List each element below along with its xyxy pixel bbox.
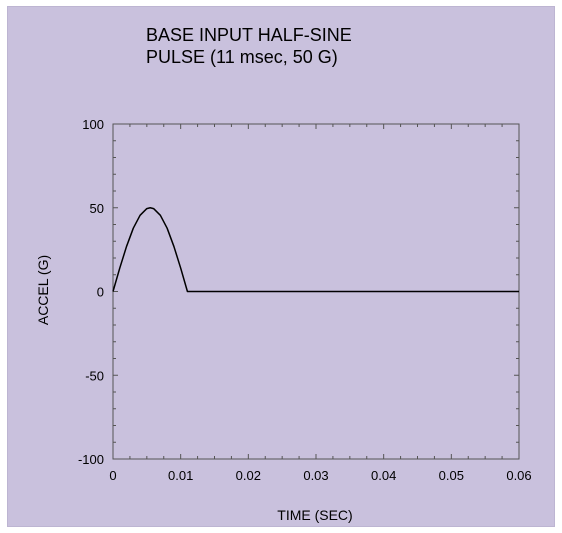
y-tick-label: -100: [78, 452, 104, 467]
y-tick-label: 0: [97, 285, 104, 300]
y-tick-label: -50: [85, 368, 104, 383]
x-tick-label: 0.05: [439, 468, 464, 483]
x-tick-label: 0.02: [236, 468, 261, 483]
chart-panel: [7, 6, 555, 527]
y-tick-label: 50: [90, 201, 104, 216]
x-tick-label: 0: [109, 468, 116, 483]
chart-title-line-2: PULSE (11 msec, 50 G): [146, 47, 338, 67]
chart-title-line-1: BASE INPUT HALF-SINE: [146, 25, 352, 45]
x-tick-label: 0.06: [506, 468, 531, 483]
x-tick-label: 0.04: [371, 468, 396, 483]
y-tick-label: 100: [82, 117, 104, 132]
x-axis-label: TIME (SEC): [277, 507, 352, 523]
x-tick-label: 0.03: [303, 468, 328, 483]
x-tick-label: 0.01: [168, 468, 193, 483]
series-line-0: [112, 207, 519, 293]
y-axis-label: ACCEL (G): [35, 255, 51, 325]
